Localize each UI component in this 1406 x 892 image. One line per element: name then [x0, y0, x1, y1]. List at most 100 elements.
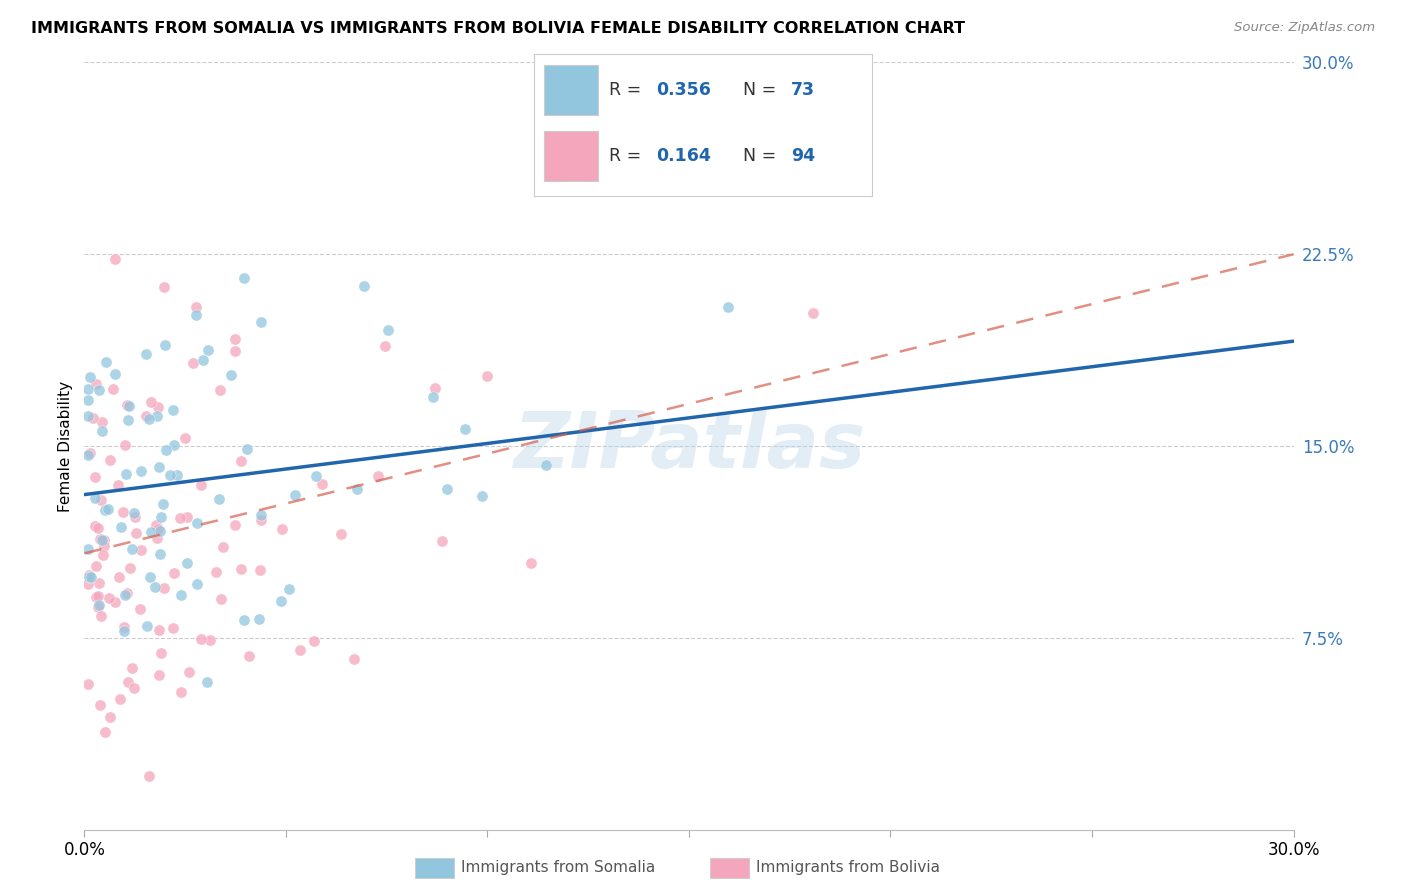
- Point: [250, 513, 273, 527]
- Point: [112, 620, 135, 634]
- Point: [311, 476, 333, 491]
- Point: [149, 524, 172, 538]
- Point: [124, 681, 146, 696]
- Point: [249, 563, 271, 577]
- Point: [432, 533, 454, 548]
- Point: [145, 518, 167, 533]
- Point: [208, 491, 231, 506]
- Point: [290, 643, 312, 657]
- Point: [190, 478, 212, 492]
- Point: [176, 556, 198, 570]
- Point: [77, 570, 100, 584]
- Y-axis label: Female Disability: Female Disability: [58, 380, 73, 512]
- Point: [117, 413, 139, 427]
- Point: [163, 438, 186, 452]
- Point: [84, 559, 107, 574]
- Point: [249, 508, 271, 522]
- Point: [86, 599, 108, 614]
- Point: [250, 315, 273, 329]
- Point: [90, 492, 112, 507]
- Point: [150, 510, 173, 524]
- Point: [475, 368, 498, 383]
- Point: [190, 632, 212, 646]
- Point: [148, 459, 170, 474]
- Text: 73: 73: [790, 81, 814, 99]
- Point: [195, 675, 218, 690]
- Point: [135, 409, 157, 424]
- Point: [367, 469, 389, 483]
- Point: [330, 527, 353, 541]
- Text: IMMIGRANTS FROM SOMALIA VS IMMIGRANTS FROM BOLIVIA FEMALE DISABILITY CORRELATION: IMMIGRANTS FROM SOMALIA VS IMMIGRANTS FR…: [31, 21, 965, 36]
- Point: [86, 376, 108, 391]
- Text: 0.356: 0.356: [655, 81, 710, 99]
- Point: [153, 581, 176, 595]
- Point: [121, 661, 143, 675]
- Point: [186, 576, 208, 591]
- Point: [534, 458, 557, 473]
- Text: N =: N =: [744, 81, 782, 99]
- Point: [436, 483, 458, 497]
- Point: [93, 503, 115, 517]
- Point: [148, 548, 170, 562]
- Point: [211, 540, 233, 554]
- Point: [112, 505, 135, 519]
- Point: [122, 506, 145, 520]
- Point: [278, 582, 301, 596]
- Point: [115, 398, 138, 412]
- Point: [236, 442, 259, 457]
- Point: [93, 533, 115, 548]
- Point: [87, 575, 110, 590]
- Point: [176, 510, 198, 524]
- Text: Source: ZipAtlas.com: Source: ZipAtlas.com: [1234, 21, 1375, 34]
- Point: [118, 560, 141, 574]
- Point: [233, 270, 256, 285]
- Point: [77, 577, 100, 591]
- Text: 0.164: 0.164: [655, 146, 710, 164]
- FancyBboxPatch shape: [544, 65, 599, 115]
- Point: [163, 566, 186, 580]
- Text: 94: 94: [790, 146, 815, 164]
- Point: [77, 449, 100, 463]
- Point: [186, 308, 208, 322]
- Point: [84, 491, 107, 506]
- Point: [170, 684, 193, 698]
- Point: [146, 400, 169, 414]
- Point: [139, 569, 162, 583]
- Point: [98, 453, 121, 467]
- Point: [101, 382, 124, 396]
- Point: [138, 769, 160, 783]
- Point: [87, 590, 110, 604]
- Point: [129, 602, 152, 616]
- Point: [94, 725, 117, 739]
- Point: [110, 692, 132, 706]
- Point: [121, 541, 143, 556]
- Point: [270, 522, 292, 536]
- Point: [209, 383, 232, 397]
- Point: [148, 624, 170, 638]
- Point: [124, 525, 146, 540]
- Point: [89, 532, 111, 546]
- Point: [135, 347, 157, 361]
- Point: [139, 394, 162, 409]
- Point: [153, 280, 176, 294]
- Point: [238, 648, 260, 663]
- Point: [423, 381, 446, 395]
- Point: [114, 588, 136, 602]
- Point: [170, 588, 193, 602]
- Point: [454, 422, 477, 436]
- Point: [232, 613, 254, 627]
- Point: [93, 539, 115, 553]
- Point: [139, 525, 162, 540]
- Point: [77, 409, 100, 424]
- Point: [97, 591, 120, 606]
- Point: [159, 468, 181, 483]
- Point: [231, 562, 253, 576]
- Point: [117, 674, 139, 689]
- Point: [91, 548, 114, 562]
- Point: [104, 595, 127, 609]
- Point: [86, 521, 108, 535]
- Point: [118, 399, 141, 413]
- Point: [90, 608, 112, 623]
- Point: [83, 469, 105, 483]
- Point: [83, 519, 105, 533]
